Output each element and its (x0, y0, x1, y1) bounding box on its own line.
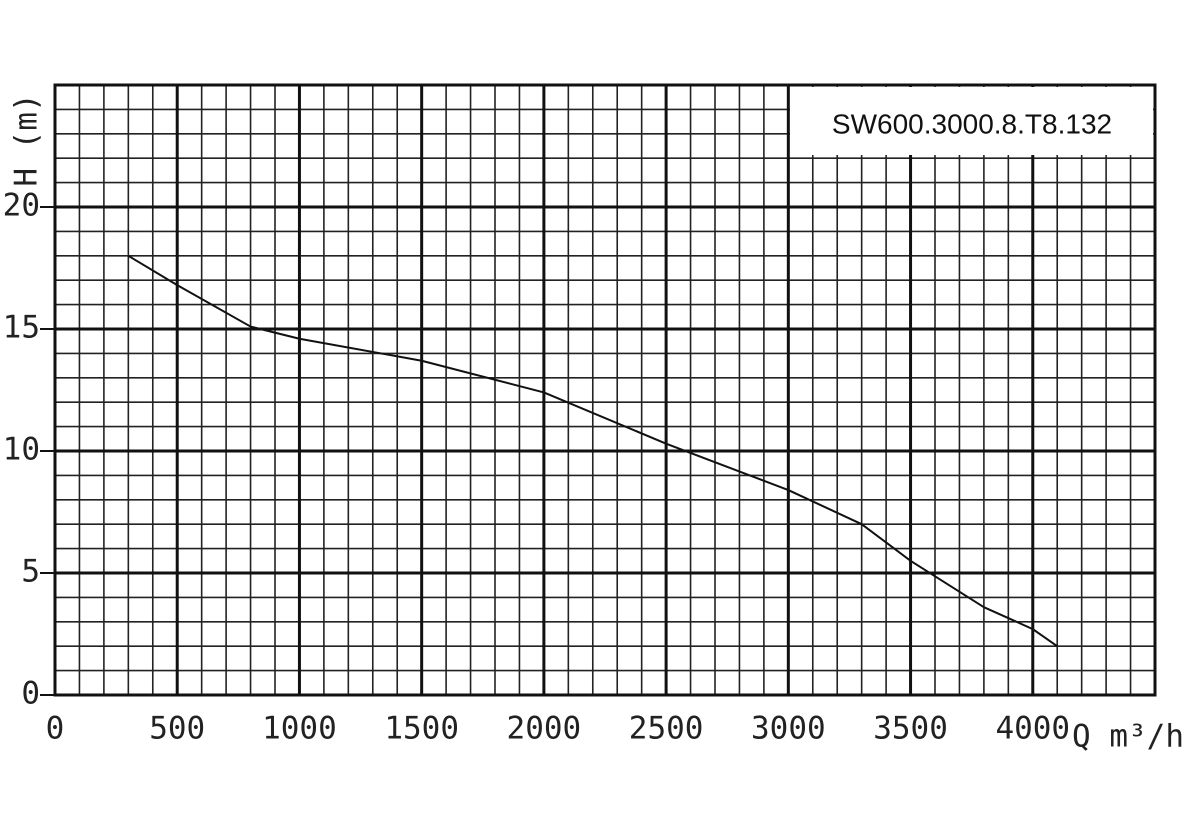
y-axis-label: H (m) (9, 93, 45, 186)
y-tick-label: 0 (21, 676, 40, 712)
marks (127, 254, 1058, 648)
plot-frame (53, 83, 1157, 697)
y-tick-label: 15 (3, 310, 40, 346)
x-tick-label: 1500 (384, 711, 459, 747)
y-tick-label: 20 (3, 188, 40, 224)
title-box (790, 87, 1153, 155)
x-tick-label: 2500 (629, 711, 704, 747)
x-axis-label: Q m³/h (1072, 719, 1184, 755)
x-tick-label: 1000 (262, 711, 337, 747)
x-tick-label: 2000 (507, 711, 582, 747)
x-tick-label: 0 (46, 711, 65, 747)
x-tick-label: 3000 (751, 711, 826, 747)
ticks: 0 500 1000 1500 2000 2500 3000 3500 4000 0 5 10 15 20 (3, 188, 1070, 747)
grid (53, 85, 1155, 697)
y-tick-label: 10 (3, 432, 40, 468)
curve (127, 254, 1058, 648)
chart-title: SW600.3000.8.T8.132 (832, 108, 1112, 139)
x-tick-label: 4000 (995, 711, 1070, 747)
x-tick-label: 3500 (873, 711, 948, 747)
x-tick-label: 500 (149, 711, 205, 747)
y-tick-label: 5 (21, 554, 40, 590)
